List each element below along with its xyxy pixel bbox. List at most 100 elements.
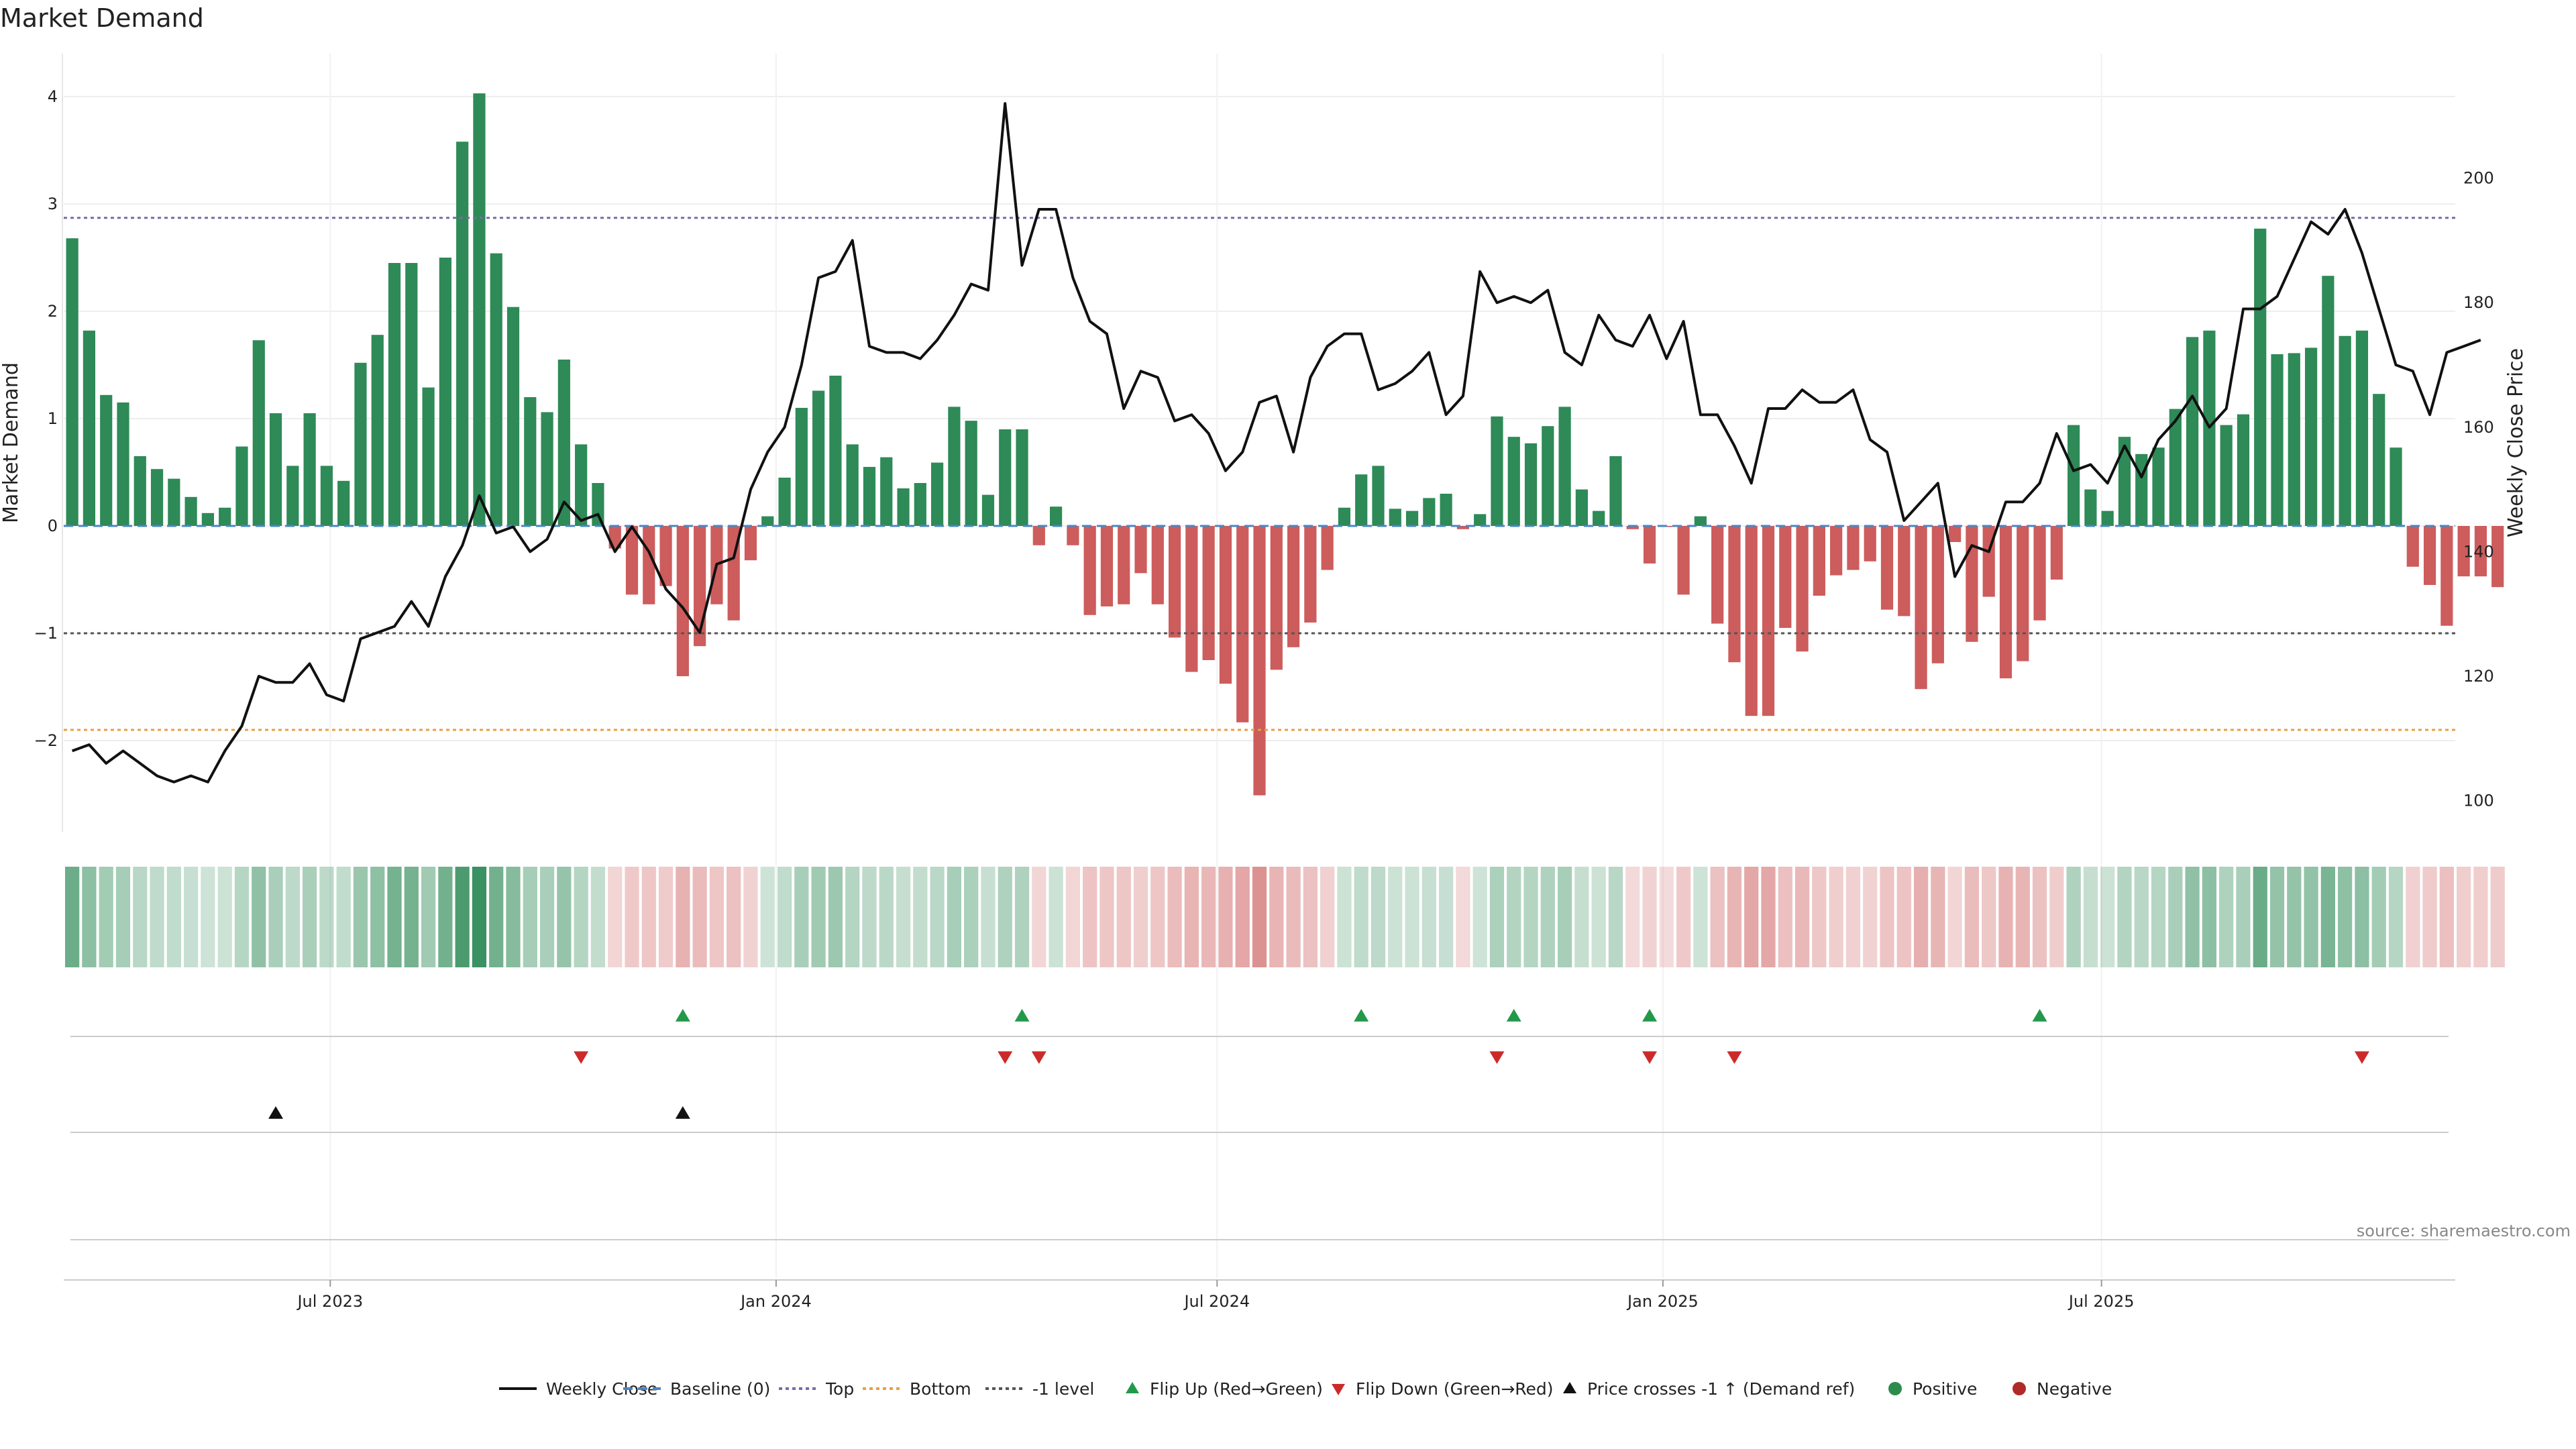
heat-cell xyxy=(319,867,334,967)
heat-cell xyxy=(1099,867,1114,967)
negative-bar xyxy=(1813,526,1825,596)
legend-swatch xyxy=(1332,1384,1345,1395)
positive-bar xyxy=(1593,511,1605,526)
heat-cell xyxy=(2117,867,2132,967)
positive-bar xyxy=(2254,228,2267,526)
negative-bar xyxy=(1321,526,1334,570)
negative-bar xyxy=(1915,526,1927,690)
negative-bar xyxy=(1762,526,1775,716)
negative-bar xyxy=(2440,526,2453,626)
negative-bar xyxy=(1931,526,1944,663)
legend-label: Baseline (0) xyxy=(670,1379,770,1399)
heat-cell xyxy=(217,867,232,967)
heat-cell xyxy=(1303,867,1318,967)
heat-cell xyxy=(1727,867,1742,967)
flip-down-marker xyxy=(2354,1051,2369,1064)
positive-bar xyxy=(2339,335,2351,526)
positive-bar xyxy=(219,507,231,526)
negative-bar xyxy=(1287,526,1300,647)
positive-bar xyxy=(439,258,451,526)
heat-cell xyxy=(353,867,368,967)
positive-bar xyxy=(252,340,265,526)
legend-item: Baseline (0) xyxy=(623,1379,770,1399)
heat-cell xyxy=(1591,867,1606,967)
positive-bar xyxy=(2373,394,2385,526)
heat-cell xyxy=(2253,867,2267,967)
heat-cell xyxy=(1421,867,1436,967)
y-tick-label-right: 200 xyxy=(2463,169,2494,188)
heat-cell xyxy=(1116,867,1131,967)
negative-bar xyxy=(2491,526,2504,588)
legend-item: -1 level xyxy=(985,1379,1094,1399)
legend-item: Price crosses -1 ↑ (Demand ref) xyxy=(1563,1379,1855,1399)
y-axis-title-left: Market Demand xyxy=(0,362,23,523)
positive-bar xyxy=(2084,489,2097,526)
heat-cell xyxy=(1014,867,1030,967)
negative-bar xyxy=(643,526,655,604)
negative-bar xyxy=(1032,526,1045,545)
heat-cell xyxy=(760,867,775,967)
heat-cell xyxy=(2439,867,2454,967)
negative-bar xyxy=(1067,526,1079,545)
positive-bar xyxy=(269,413,282,526)
heat-cell xyxy=(2473,867,2488,967)
flip-up-marker xyxy=(1506,1009,1521,1022)
heat-cell xyxy=(201,867,215,967)
heat-cell xyxy=(421,867,436,967)
positive-bar xyxy=(1609,456,1622,526)
negative-bar xyxy=(1847,526,1860,570)
y-tick-label-right: 180 xyxy=(2463,293,2494,312)
legend-swatch xyxy=(2012,1382,2026,1395)
negative-bar xyxy=(1151,526,1164,604)
legend-item: Positive xyxy=(1888,1379,1977,1399)
y-tick-label-right: 160 xyxy=(2463,418,2494,437)
y-tick-label-right: 120 xyxy=(2463,667,2494,686)
positive-bar xyxy=(456,142,469,526)
heat-cell xyxy=(2066,867,2081,967)
positive-bar xyxy=(405,263,418,526)
x-tick-label: Jan 2025 xyxy=(1626,1292,1699,1311)
positive-bar xyxy=(1016,429,1028,526)
flip-down-marker xyxy=(1727,1051,1742,1064)
legend-label: Negative xyxy=(2037,1379,2112,1399)
flip-up-marker xyxy=(1014,1009,1030,1022)
heat-cell xyxy=(1235,867,1250,967)
heat-cell xyxy=(2083,867,2098,967)
heat-cell xyxy=(1337,867,1352,967)
heat-cell xyxy=(1540,867,1555,967)
flip-up-marker xyxy=(1642,1009,1658,1022)
positive-bar xyxy=(2118,437,2131,526)
heat-cell xyxy=(913,867,928,967)
heat-cell xyxy=(1829,867,1843,967)
heat-cell xyxy=(489,867,504,967)
positive-bar xyxy=(303,413,316,526)
legend-swatch xyxy=(1126,1382,1139,1393)
legend-item: Flip Up (Red→Green) xyxy=(1126,1379,1323,1399)
legend-label: Price crosses -1 ↑ (Demand ref) xyxy=(1587,1379,1855,1399)
y-tick-label-left: 2 xyxy=(48,302,58,321)
heat-cell xyxy=(455,867,470,967)
negative-bar xyxy=(1643,526,1656,564)
heat-cell xyxy=(252,867,266,967)
heat-cell xyxy=(268,867,283,967)
positive-bar xyxy=(1372,466,1385,526)
legend-swatch xyxy=(1888,1382,1902,1395)
legend-item: Negative xyxy=(2012,1379,2112,1399)
heat-cell xyxy=(1507,867,1521,967)
positive-bar xyxy=(1389,508,1401,526)
negative-bar xyxy=(1949,526,1962,542)
positive-bar xyxy=(1338,507,1351,526)
weekly-close-line-layer xyxy=(71,102,2481,784)
heat-cell xyxy=(574,867,588,967)
price-cross-marker xyxy=(268,1106,284,1119)
axes: −2 −1 0 1 2 3 4 100 120 140 160 180 200 xyxy=(34,54,2494,832)
negative-bar xyxy=(1083,526,1096,615)
positive-bar xyxy=(83,330,96,526)
heat-cell xyxy=(1913,867,1929,967)
heat-cell xyxy=(2338,867,2353,967)
y-tick-label-left: −2 xyxy=(34,731,58,750)
heat-cell xyxy=(1456,867,1470,967)
y-tick-label-right: 140 xyxy=(2463,542,2494,561)
positive-bar xyxy=(133,456,146,526)
positive-bar xyxy=(2220,425,2233,526)
